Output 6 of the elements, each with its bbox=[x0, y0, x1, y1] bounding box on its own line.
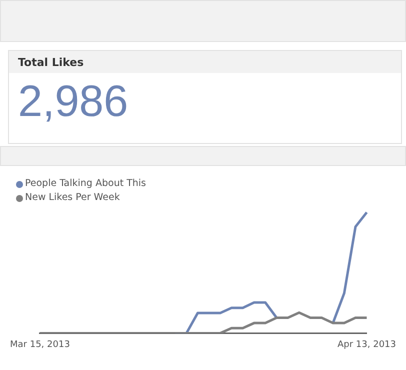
legend-label: New Likes Per Week bbox=[25, 191, 120, 205]
text: Total Likes bbox=[9, 51, 401, 73]
x-tick-label: Apr 13, 2013 bbox=[337, 340, 396, 350]
x-tick-label: Mar 15, 2013 bbox=[10, 340, 70, 350]
legend-label: People Talking About This bbox=[25, 177, 146, 191]
text: 2,986 bbox=[17, 76, 130, 127]
